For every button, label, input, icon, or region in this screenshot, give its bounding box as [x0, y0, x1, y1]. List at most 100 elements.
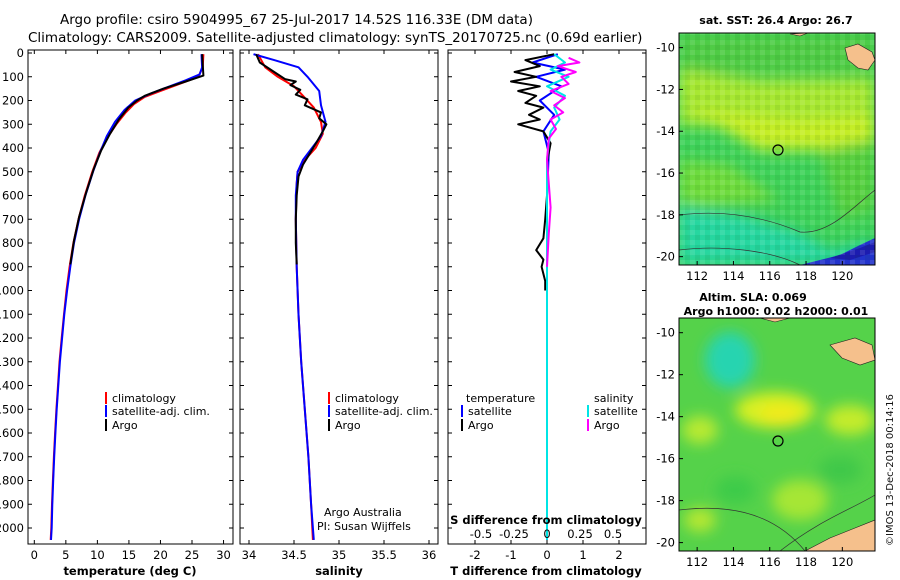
legend2-satellite-label: satellite-adj. clim.	[335, 405, 433, 418]
depth-tick-label: 1300	[0, 355, 24, 369]
depth-tick-label: 1400	[0, 379, 24, 393]
x-tick-label: -1	[505, 548, 516, 562]
map-y-tick-label: -12	[656, 368, 675, 382]
salinity-lines	[253, 53, 328, 540]
series-climatology	[257, 53, 324, 540]
map-y-tick-label: -10	[656, 41, 675, 55]
credit-line2: PI: Susan Wijffels	[317, 520, 411, 533]
credit-line1: Argo Australia	[324, 506, 402, 519]
s-diff-tick-4: 0.5	[604, 527, 622, 541]
depth-tick-label: 500	[2, 165, 24, 179]
sla-map-profile-marker	[772, 435, 784, 447]
depth-tick-label: 1000	[0, 284, 24, 298]
temperature-x-ticks: 0 5 10 15 20 25 30	[31, 50, 231, 562]
x-tick-label: 36	[422, 548, 437, 562]
sla-map-land	[804, 519, 875, 551]
x-tick-label: 0	[31, 548, 38, 562]
salinity-x-ticks: 34 34.5 35 35.5 36	[242, 50, 437, 562]
s-diff-tick-3: 0.25	[567, 527, 593, 541]
x-tick-label: 2	[615, 548, 622, 562]
legend-argo-label: Argo	[112, 419, 138, 432]
temperature-lines	[49, 54, 205, 540]
map-x-tick-label: 120	[831, 269, 853, 283]
sst-map-island	[844, 43, 875, 71]
map-y-tick-label: -12	[656, 82, 675, 96]
legend3-temperature-heading: temperature	[466, 392, 535, 405]
map-x-tick-label: 118	[795, 269, 817, 283]
x-tick-label: 35	[332, 548, 347, 562]
header-line1: Argo profile: csiro 5904995_67 25-Jul-20…	[60, 12, 533, 28]
legend3-salinity-heading: salinity	[594, 392, 634, 405]
depth-tick-label: 0	[17, 46, 24, 60]
difference-legend: temperature satellite Argo salinity sate…	[461, 392, 638, 432]
temperature-xlabel: temperature (deg C)	[63, 564, 196, 578]
imos-credit: ©IMOS 13-Dec-2018 00:14:16	[885, 394, 896, 546]
legend2-climatology-label: climatology	[335, 392, 399, 405]
series-argo	[69, 54, 205, 265]
map-x-tick-label: 112	[686, 555, 708, 569]
x-tick-label: 34.5	[281, 548, 307, 562]
map-x-tick-label: 118	[795, 555, 817, 569]
salinity-legend: climatology satellite-adj. clim. Argo	[328, 392, 433, 432]
depth-tick-label: 800	[2, 236, 24, 250]
depth-tick-label: 1600	[0, 426, 24, 440]
depth-tick-label: 200	[2, 94, 24, 108]
map-y-tick-label: -18	[656, 494, 675, 508]
x-tick-label: 34	[242, 548, 257, 562]
map-x-tick-label: 114	[722, 555, 744, 569]
map-y-tick-label: -20	[656, 536, 675, 550]
depth-tick-label: 1200	[0, 331, 24, 345]
sst-map-ticks: 112 114 116 118 120 -10 -12 -14 -16 -18 -20	[656, 41, 853, 283]
x-tick-label: 30	[216, 548, 231, 562]
x-tick-label: 10	[90, 548, 105, 562]
map-y-tick-label: -20	[656, 250, 675, 264]
x-tick-label: 1	[579, 548, 586, 562]
series-argo	[255, 53, 328, 265]
x-tick-label: 35.5	[371, 548, 397, 562]
sla-map-subtitle: Argo h1000: 0.02 h2000: 0.01	[684, 305, 869, 318]
legend3-t-argo-label: Argo	[468, 419, 494, 432]
sst-map-profile-marker	[772, 144, 784, 156]
depth-tick-label: 1900	[0, 497, 24, 511]
map-x-tick-label: 116	[759, 269, 781, 283]
map-y-tick-label: -16	[656, 166, 675, 180]
salinity-panel: 34 34.5 35 35.5 36 salinity climatology sate…	[239, 49, 439, 578]
sst-map-image	[679, 33, 875, 265]
x-tick-label: 5	[62, 548, 69, 562]
depth-tick-label: 1700	[0, 450, 24, 464]
s-diff-tick-0: -0.5	[470, 527, 492, 541]
sst-map: sat. SST: 26.4 Argo: 26.7 112 114 116 118 12…	[656, 14, 876, 283]
depth-tick-label: 300	[2, 117, 24, 131]
depth-tick-label: 100	[2, 70, 24, 84]
x-tick-label: -2	[469, 548, 480, 562]
temperature-legend: climatology satellite-adj. clim. Argo	[105, 392, 210, 432]
s-diff-title: S difference from climatology	[450, 513, 642, 527]
difference-panel: -2 -1 0 1 2 T difference from climatology S …	[447, 49, 647, 578]
salinity-xlabel: salinity	[315, 564, 363, 578]
legend3-s-satellite-label: satellite	[594, 405, 638, 418]
sla-map-ticks: 112 114 116 118 120 -10 -12 -14 -16 -18 -20	[656, 326, 853, 569]
map-y-tick-label: -10	[656, 326, 675, 340]
depth-tick-label: 600	[2, 189, 24, 203]
map-y-tick-label: -14	[656, 124, 675, 138]
map-y-tick-label: -16	[656, 452, 675, 466]
header-line2: Climatology: CARS2009. Satellite-adjuste…	[28, 30, 642, 46]
difference-x-ticks: -2 -1 0 1 2	[469, 50, 623, 562]
map-y-tick-label: -14	[656, 410, 675, 424]
sla-map-island	[829, 337, 875, 366]
sla-map-image	[679, 318, 875, 551]
depth-tick-label: 400	[2, 141, 24, 155]
depth-tick-label: 1500	[0, 402, 24, 416]
series-temperature-satellite	[531, 53, 566, 540]
legend2-argo-label: Argo	[335, 419, 361, 432]
x-tick-label: 0	[543, 548, 550, 562]
depth-axis: 0 100 200 300 400 500 600 700 800 900 1000 1100 1200…	[0, 46, 646, 535]
legend-climatology-label: climatology	[112, 392, 176, 405]
sst-map-title: sat. SST: 26.4 Argo: 26.7	[699, 14, 852, 27]
s-diff-tick-2: 0	[543, 527, 550, 541]
legend3-s-argo-label: Argo	[594, 419, 620, 432]
legend3-t-satellite-label: satellite	[468, 405, 512, 418]
series-satellite-adj-clim-	[253, 53, 327, 540]
